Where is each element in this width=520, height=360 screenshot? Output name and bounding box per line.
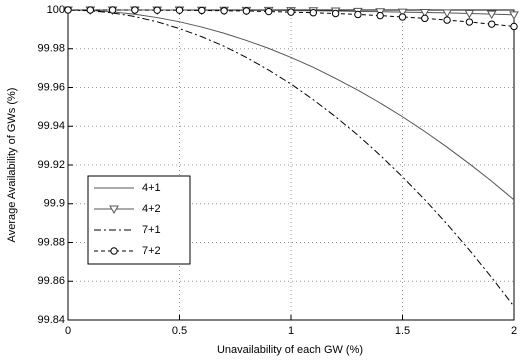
y-tick-label: 99.88: [37, 236, 65, 248]
legend: 4+1 4+2 7+1 7+2: [87, 175, 191, 265]
series-line: [67, 9, 515, 201]
marker: [220, 7, 228, 15]
marker: [309, 9, 317, 17]
x-tick-label: 1: [288, 325, 294, 337]
marker: [398, 13, 407, 21]
y-tick-label: 99.9: [44, 198, 65, 210]
marker: [108, 6, 117, 14]
marker: [64, 6, 72, 14]
marker: [421, 14, 429, 23]
marker: [397, 8, 408, 18]
y-tick-label: 99.86: [37, 275, 65, 287]
marker: [488, 20, 496, 28]
marker: [287, 8, 295, 16]
legend-label: 4+2: [142, 203, 161, 215]
series-line: [68, 9, 515, 27]
marker: [86, 6, 95, 14]
legend-label: 7+1: [142, 224, 161, 236]
marker: [198, 6, 206, 15]
x-tick-label: 0: [65, 325, 71, 337]
marker: [331, 9, 340, 18]
marker: [376, 11, 384, 20]
x-tick-label: 2: [511, 325, 517, 337]
legend-label: 7+2: [142, 245, 161, 257]
x-tick-label: 1.5: [395, 325, 410, 337]
legend-box: [87, 175, 191, 265]
y-tick-label: 99.92: [37, 159, 65, 171]
series-line: [67, 9, 515, 307]
legend-label: 4+1: [142, 182, 161, 194]
marker: [109, 205, 119, 215]
marker: [509, 11, 519, 20]
y-axis-label: Average Availability of GWs (%): [6, 88, 18, 243]
x-tick-label: 0.5: [172, 325, 187, 337]
marker: [443, 16, 451, 24]
marker: [110, 247, 118, 255]
x-axis-label: Unavailability of each GW (%): [217, 344, 363, 356]
marker: [242, 7, 251, 15]
y-tick-label: 99.84: [37, 314, 65, 326]
y-tick-label: 100: [47, 4, 65, 16]
marker: [464, 9, 475, 19]
marker: [354, 10, 362, 19]
marker: [153, 6, 161, 14]
y-tick-label: 99.94: [37, 120, 65, 132]
marker: [131, 6, 139, 14]
marker: [175, 6, 184, 14]
marker: [442, 9, 452, 18]
marker: [486, 10, 497, 20]
y-tick-label: 99.98: [37, 43, 65, 55]
marker: [465, 18, 474, 26]
y-tick-label: 99.96: [37, 81, 65, 93]
marker: [419, 9, 430, 18]
marker: [265, 7, 273, 16]
marker: [510, 22, 518, 31]
